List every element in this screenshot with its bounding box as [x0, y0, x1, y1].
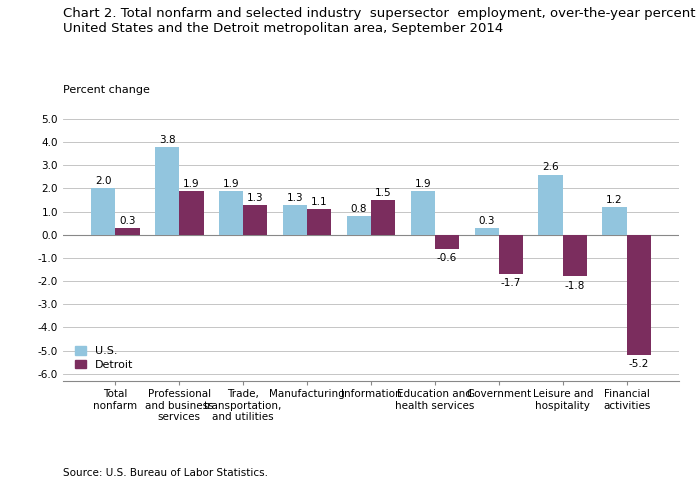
- Bar: [563, 235, 587, 276]
- Bar: [243, 204, 267, 235]
- Text: 3.8: 3.8: [159, 135, 176, 144]
- Text: 1.2: 1.2: [606, 195, 623, 205]
- Bar: [371, 200, 395, 235]
- Text: -5.2: -5.2: [629, 359, 649, 369]
- Text: 1.3: 1.3: [247, 193, 264, 203]
- Legend: U.S., Detroit: U.S., Detroit: [75, 346, 133, 369]
- Text: Source: U.S. Bureau of Labor Statistics.: Source: U.S. Bureau of Labor Statistics.: [63, 468, 268, 478]
- Bar: [307, 209, 331, 235]
- Text: Percent change: Percent change: [63, 85, 150, 95]
- Bar: [116, 228, 139, 235]
- Bar: [499, 235, 523, 274]
- Text: 0.3: 0.3: [119, 216, 136, 226]
- Bar: [346, 216, 371, 235]
- Bar: [179, 191, 204, 235]
- Bar: [435, 235, 459, 248]
- Text: -0.6: -0.6: [437, 253, 457, 263]
- Text: 1.1: 1.1: [311, 197, 328, 207]
- Bar: [626, 235, 651, 355]
- Bar: [91, 188, 116, 235]
- Bar: [475, 228, 499, 235]
- Bar: [283, 204, 307, 235]
- Text: 1.5: 1.5: [374, 188, 391, 198]
- Text: 0.3: 0.3: [479, 216, 495, 226]
- Text: 1.9: 1.9: [223, 179, 239, 189]
- Text: 2.0: 2.0: [95, 176, 111, 186]
- Text: 1.3: 1.3: [286, 193, 303, 203]
- Text: United States and the Detroit metropolitan area, September 2014: United States and the Detroit metropolit…: [63, 22, 503, 35]
- Text: 0.8: 0.8: [351, 204, 367, 214]
- Bar: [411, 191, 435, 235]
- Text: Chart 2. Total nonfarm and selected industry  supersector  employment, over-the-: Chart 2. Total nonfarm and selected indu…: [63, 7, 700, 20]
- Text: -1.7: -1.7: [500, 278, 522, 288]
- Text: 1.9: 1.9: [414, 179, 431, 189]
- Bar: [155, 147, 179, 235]
- Bar: [538, 175, 563, 235]
- Text: -1.8: -1.8: [565, 281, 585, 290]
- Text: 1.9: 1.9: [183, 179, 199, 189]
- Bar: [219, 191, 243, 235]
- Bar: [603, 207, 627, 235]
- Text: 2.6: 2.6: [542, 163, 559, 172]
